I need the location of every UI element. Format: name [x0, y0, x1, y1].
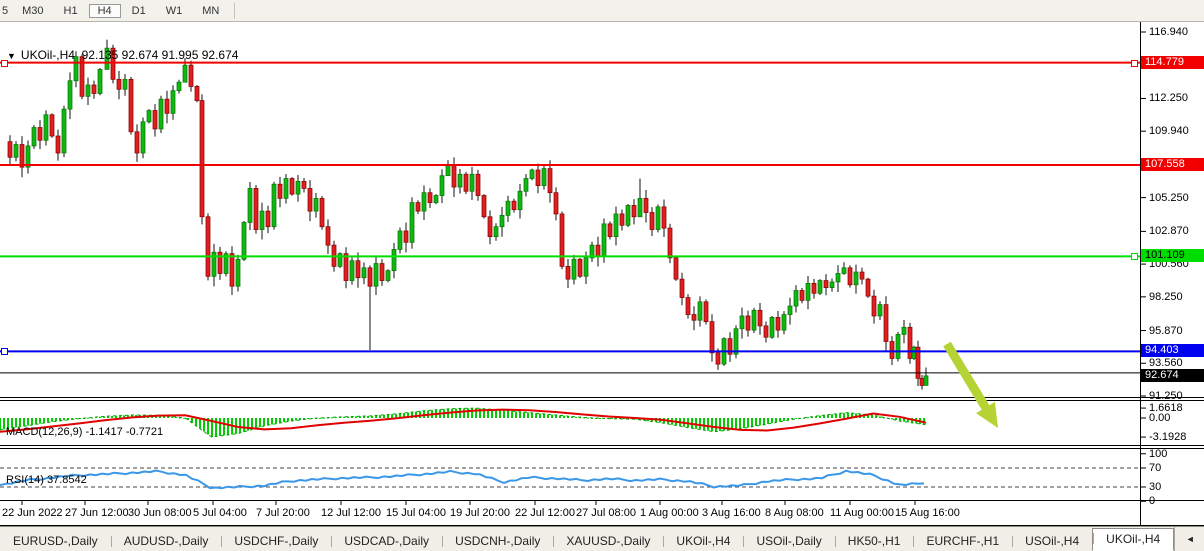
time-axis-label: 5 Jul 04:00: [193, 507, 247, 519]
toolbar-separator: [234, 2, 236, 19]
macd-axis-label: 1.6618: [1149, 402, 1183, 415]
time-axis-label: 3 Aug 16:00: [702, 507, 761, 519]
price-axis-label: 95.870: [1149, 324, 1183, 337]
price-line-badge-107.558: 107.558: [1141, 157, 1204, 171]
tab-audusd-daily[interactable]: AUDUSD-,Daily: [110, 532, 222, 551]
price-axis-label: 93.560: [1149, 357, 1183, 370]
chart-ohlc-values: 92.135 92.674 91.995 92.674: [81, 48, 239, 62]
price-axis-label: 98.250: [1149, 290, 1183, 303]
price-axis-label: 105.250: [1149, 191, 1189, 204]
time-axis-label: 15 Aug 16:00: [895, 507, 960, 519]
timeframe-m5-clipped[interactable]: 5: [2, 4, 9, 17]
time-axis-label: 22 Jul 12:00: [515, 507, 575, 519]
time-axis-label: 11 Aug 00:00: [830, 507, 895, 519]
price-axis-label: 116.940: [1149, 26, 1188, 38]
tab-scroll-left-icon[interactable]: ◄: [1185, 534, 1195, 544]
timeframe-d1[interactable]: D1: [131, 4, 146, 17]
macd-signal-line: [0, 408, 927, 433]
price-axis-label: 112.250: [1149, 92, 1188, 105]
time-axis-label: 19 Jul 20:00: [450, 507, 510, 519]
time-axis-label: 7 Jul 20:00: [256, 507, 310, 519]
rsi-indicator-label: RSI(14) 37.8542: [6, 474, 87, 486]
time-axis-label: 27 Jul 08:00: [576, 507, 636, 519]
rsi-axis-label: 70: [1149, 462, 1162, 474]
timeframe-h1[interactable]: H1: [63, 4, 78, 17]
tab-ukoil-h4-active[interactable]: UKOil-,H4: [1092, 528, 1175, 551]
price-axis-label: 102.870: [1149, 225, 1189, 238]
macd-indicator-label: MACD(12,26,9) -1.1417 -0.7721: [6, 426, 164, 438]
macd-axis-label: 0.00: [1149, 412, 1171, 424]
macd-axis-label: -3.1928: [1149, 431, 1187, 444]
time-axis-label: 27 Jun 12:00: [65, 507, 129, 519]
tab-usoil-daily[interactable]: USOil-,Daily: [743, 532, 834, 551]
price-line-badge-114.779: 114.779: [1141, 55, 1204, 69]
timeframe-h4[interactable]: H4: [88, 3, 121, 18]
candlestick-series: [7, 39, 929, 390]
tab-usdcad-daily[interactable]: USDCAD-,Daily: [331, 532, 442, 551]
hline-handle-right[interactable]: [1131, 59, 1138, 67]
timeframe-m30[interactable]: M30: [22, 4, 44, 17]
current-price-badge: 92.674: [1141, 368, 1204, 382]
rsi-axis-label: 30: [1149, 481, 1162, 493]
drawn-arrow-object[interactable]: [943, 341, 998, 428]
timeframe-buttons: M30 H1 H4 D1 W1 MN: [12, 3, 229, 19]
time-axis-label: 12 Jul 12:00: [321, 507, 381, 519]
timeframe-toolbar: 5 M30 H1 H4 D1 W1 MN: [0, 0, 1204, 22]
panel-separators: [0, 21, 1204, 526]
hline-handle-left[interactable]: [1, 59, 8, 67]
tab-scroll-right-icon[interactable]: ►: [1199, 534, 1204, 544]
time-axis-label: 8 Aug 08:00: [765, 507, 824, 519]
rsi-axis-label: 100: [1149, 447, 1168, 460]
price-axis-label: 91.250: [1149, 390, 1183, 403]
time-axis-label: 22 Jun 2022: [2, 507, 63, 519]
tab-ukoil-h4[interactable]: UKOil-,H4: [663, 532, 743, 551]
rsi-axis-label: 0: [1149, 495, 1156, 508]
rsi-line: [0, 469, 925, 490]
tab-usoil-h4[interactable]: USOil-,H4: [1012, 532, 1092, 551]
timeframe-mn[interactable]: MN: [202, 4, 220, 17]
price-axis-label: 109.940: [1149, 125, 1189, 138]
symbol-dropdown-icon[interactable]: ▼: [7, 51, 16, 61]
hline-handle-left[interactable]: [1, 348, 8, 356]
price-line-badge-94.403: 94.403: [1141, 344, 1204, 358]
chart-title: ▼ UKOil-,H4 92.135 92.674 91.995 92.674: [7, 48, 238, 62]
tab-scroll-controls: ◄ ►: [1174, 527, 1204, 551]
hline-handle-right[interactable]: [1131, 253, 1138, 261]
chart-tab-bar: EURUSD-,Daily AUDUSD-,Daily USDCHF-,Daily U…: [0, 526, 1204, 551]
tab-usdchf-daily[interactable]: USDCHF-,Daily: [221, 532, 331, 551]
timeframe-w1[interactable]: W1: [165, 4, 183, 17]
tab-eurchf-h1[interactable]: EURCHF-,H1: [913, 532, 1012, 551]
time-axis-label: 1 Aug 00:00: [640, 507, 699, 519]
tab-xauusd-daily[interactable]: XAUUSD-,Daily: [553, 532, 663, 551]
tab-eurusd-daily[interactable]: EURUSD-,Daily: [13, 534, 98, 548]
chart-symbol-period: UKOil-,H4: [20, 48, 75, 62]
time-axis-label: 15 Jul 04:00: [386, 507, 446, 519]
tab-hk50-h1[interactable]: HK50-,H1: [834, 532, 914, 551]
price-line-badge-101.109: 101.109: [1141, 249, 1204, 263]
tab-usdcnh-daily[interactable]: USDCNH-,Daily: [442, 532, 553, 551]
time-axis-label: 30 Jun 08:00: [128, 507, 192, 519]
chart-tabs: EURUSD-,Daily AUDUSD-,Daily USDCHF-,Daily U…: [0, 528, 1175, 551]
